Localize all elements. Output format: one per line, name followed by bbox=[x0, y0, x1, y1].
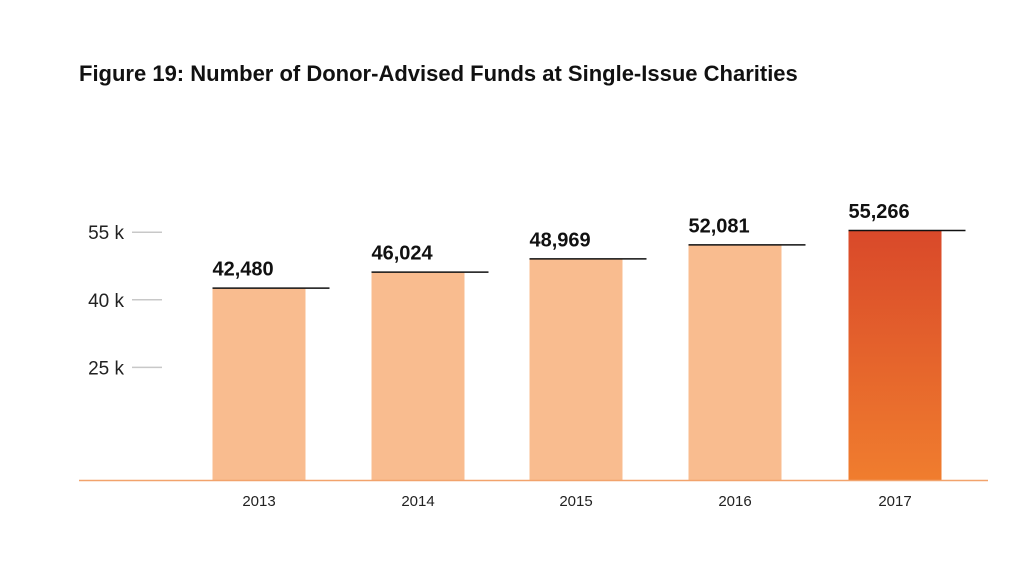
data-label-2016: 52,081 bbox=[689, 215, 750, 237]
y-axis: 25 k 40 k 55 k bbox=[88, 223, 162, 379]
data-label-2014: 46,024 bbox=[372, 243, 434, 265]
bar-2014 bbox=[371, 272, 465, 480]
bar-2013 bbox=[212, 288, 306, 480]
x-tick-label: 2015 bbox=[559, 493, 592, 510]
data-labels: 42,480 46,024 48,969 52,081 55,266 bbox=[212, 201, 966, 289]
bar-2017 bbox=[848, 231, 942, 480]
bar-2016 bbox=[688, 245, 782, 480]
data-label-2017: 55,266 bbox=[849, 201, 910, 223]
x-tick-label: 2016 bbox=[718, 493, 751, 510]
x-axis-labels: 2013 2014 2015 2016 2017 bbox=[242, 493, 911, 510]
x-tick-label: 2014 bbox=[401, 493, 434, 510]
chart-title: Figure 19: Number of Donor-Advised Funds… bbox=[79, 61, 798, 86]
bars-group bbox=[212, 231, 942, 480]
x-tick-label: 2013 bbox=[242, 493, 275, 510]
bar-2015 bbox=[529, 259, 623, 480]
y-tick-label: 55 k bbox=[88, 223, 124, 244]
x-tick-label: 2017 bbox=[878, 493, 911, 510]
data-label-2013: 42,480 bbox=[213, 259, 274, 281]
data-label-2015: 48,969 bbox=[530, 229, 591, 251]
y-tick-label: 25 k bbox=[88, 358, 124, 379]
y-tick-label: 40 k bbox=[88, 291, 124, 312]
